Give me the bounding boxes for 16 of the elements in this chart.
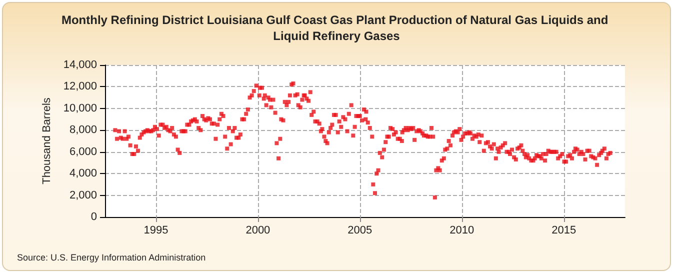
chart-title: Monthly Refining District Louisiana Gulf Coast Gas Plant Production of Natural Gas Liquids and Liquid Refinery Gases bbox=[61, 13, 612, 43]
y-tick-label: 10,000 bbox=[63, 102, 97, 114]
x-tick-label: 1995 bbox=[144, 224, 168, 236]
y-tick-label: 14,000 bbox=[63, 59, 97, 71]
y-tick-label: 4,000 bbox=[69, 168, 97, 180]
x-tick-label: 2010 bbox=[450, 224, 474, 236]
y-tick-label: 6,000 bbox=[69, 146, 97, 158]
y-tick-label: 8,000 bbox=[69, 124, 97, 136]
x-tick-label: 2005 bbox=[348, 224, 372, 236]
y-tick-label: 2,000 bbox=[69, 189, 97, 202]
x-tick-label: 2000 bbox=[246, 224, 270, 236]
y-axis-title: Thousand Barrels bbox=[40, 97, 53, 184]
x-tick-label: 2015 bbox=[552, 224, 576, 236]
y-tick-label: 12,000 bbox=[63, 80, 97, 93]
source-note: Source: U.S. Energy Information Administration bbox=[17, 252, 206, 262]
y-tick-label: 0 bbox=[90, 211, 97, 223]
